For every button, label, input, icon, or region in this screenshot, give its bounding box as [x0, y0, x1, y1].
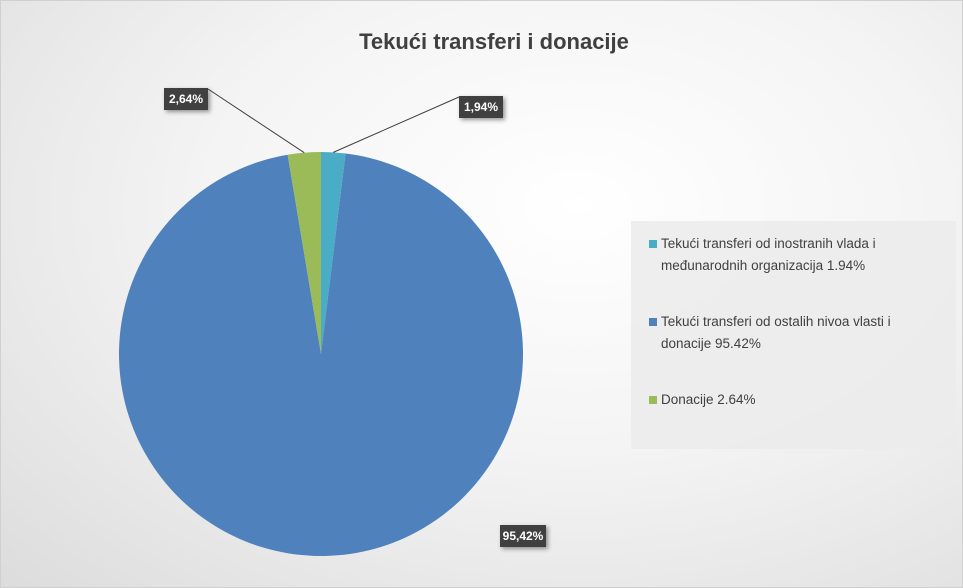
legend-label: Tekući transferi od inostranih vlada i m…: [661, 236, 876, 273]
legend-entry: Tekući transferi od ostalih nivoa vlasti…: [649, 311, 942, 355]
legend-swatch: [649, 396, 657, 404]
legend-swatch: [649, 318, 657, 326]
data-label-box: [500, 525, 546, 547]
legend-label: Donacije 2.64%: [661, 392, 756, 407]
data-label: 2,64%: [169, 92, 203, 106]
legend-entry: Tekući transferi od inostranih vlada i m…: [649, 233, 942, 277]
pie-slice: [321, 152, 346, 354]
data-label: 95,42%: [503, 529, 544, 543]
legend-entry: Donacije 2.64%: [649, 389, 942, 411]
legend: Tekući transferi od inostranih vlada i m…: [631, 221, 956, 449]
pie-slice: [287, 152, 321, 354]
data-label-box: [164, 88, 208, 110]
data-label: 1,94%: [464, 100, 498, 114]
legend-label: Tekući transferi od ostalih nivoa vlasti…: [661, 314, 891, 351]
legend-swatch: [649, 240, 657, 248]
pie-slice: [119, 153, 524, 556]
chart-title: Tekući transferi i donacije: [359, 29, 629, 54]
data-label-box: [459, 96, 503, 118]
leader-line: [333, 96, 460, 153]
leader-line: [207, 88, 305, 154]
